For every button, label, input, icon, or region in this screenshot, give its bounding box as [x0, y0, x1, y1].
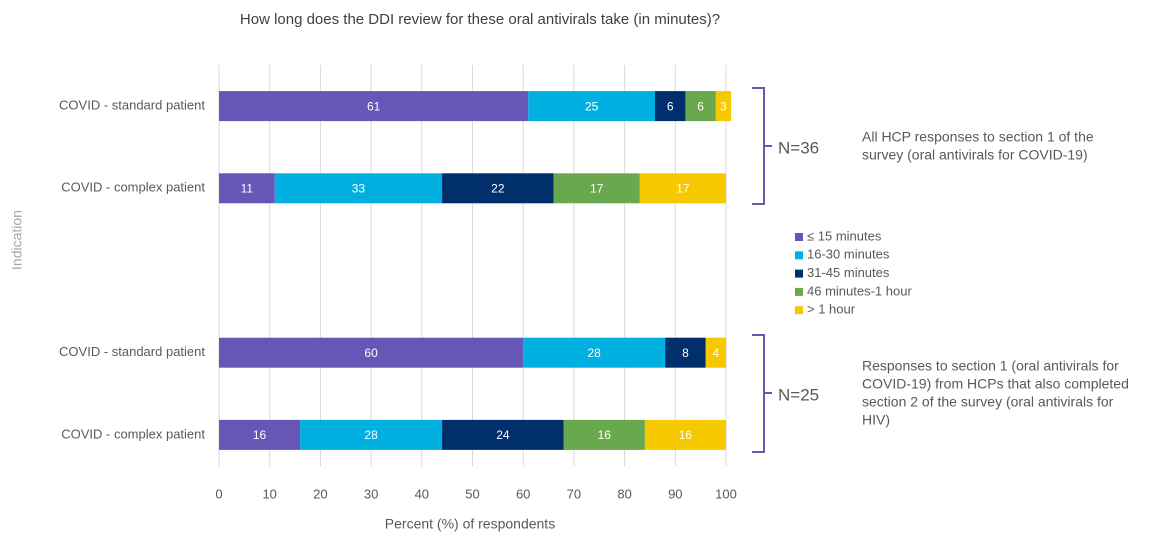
data-label: 61: [367, 99, 381, 113]
bracket: [752, 87, 772, 205]
legend-label: 31-45 minutes: [807, 265, 890, 280]
annotation-label: N=25: [778, 385, 819, 404]
y-tick-label: COVID - complex patient: [61, 180, 205, 195]
data-label: 22: [491, 181, 505, 195]
data-label: 3: [720, 99, 727, 113]
bar-segment: [553, 173, 640, 204]
data-label: 16: [679, 428, 693, 442]
bar-segment: [705, 337, 726, 368]
bar-segment: [523, 337, 666, 368]
x-tick-label: 90: [668, 486, 682, 501]
annotation-text: Responses to section 1 (oral antivirals …: [862, 358, 1119, 374]
legend-label: 16-30 minutes: [807, 247, 890, 262]
data-label: 28: [588, 346, 602, 360]
annotation-text: HIV): [862, 412, 890, 428]
chart-title: How long does the DDI review for these o…: [240, 11, 720, 28]
bar-segment: [563, 419, 645, 450]
legend-label: > 1 hour: [807, 302, 856, 317]
y-axis-label: Indication: [9, 210, 25, 270]
x-tick-label: 0: [215, 486, 222, 501]
x-tick-label: 20: [313, 486, 327, 501]
data-label: 16: [253, 428, 267, 442]
data-label: 24: [496, 428, 510, 442]
legend-swatch: [795, 233, 803, 241]
bar-segment: [644, 419, 726, 450]
legend-label: ≤ 15 minutes: [807, 228, 882, 243]
annotation-text: All HCP responses to section 1 of the: [862, 129, 1094, 145]
data-label: 6: [697, 99, 704, 113]
x-tick-label: 80: [617, 486, 631, 501]
annotation-text: survey (oral antivirals for COVID-19): [862, 147, 1088, 163]
x-tick-label: 40: [415, 486, 429, 501]
y-tick-label: COVID - standard patient: [59, 98, 205, 113]
legend-swatch: [795, 251, 803, 260]
x-axis-label: Percent (%) of respondents: [385, 516, 555, 532]
x-tick-label: 10: [262, 486, 276, 501]
annotation-text: COVID-19) from HCPs that also completed: [862, 376, 1129, 392]
y-tick-label: COVID - standard patient: [59, 344, 205, 359]
bar-segment: [655, 91, 686, 122]
annotation-label: N=36: [778, 138, 819, 157]
bar-segment: [442, 173, 554, 204]
x-tick-label: 100: [715, 486, 737, 501]
data-label: 17: [590, 181, 604, 195]
bar-segment: [219, 91, 529, 122]
legend-swatch: [795, 269, 803, 278]
bar-segment: [665, 337, 706, 368]
x-tick-label: 50: [465, 486, 479, 501]
legend-swatch: [795, 306, 803, 315]
x-tick-label: 60: [516, 486, 530, 501]
data-label: 6: [667, 99, 674, 113]
bar-segment: [219, 337, 524, 368]
bar-segment: [639, 173, 726, 204]
data-label: 8: [682, 346, 689, 360]
data-label: 25: [585, 99, 599, 113]
data-label: 4: [713, 346, 720, 360]
x-tick-label: 30: [364, 486, 378, 501]
data-label: 33: [352, 181, 366, 195]
bar-segment: [528, 91, 656, 122]
annotation-text: section 2 of the survey (oral antivirals…: [862, 394, 1114, 410]
bar-segment: [219, 419, 301, 450]
bar-segment: [685, 91, 716, 122]
data-label: 11: [241, 181, 254, 195]
bar-segment: [715, 91, 732, 122]
data-label: 28: [364, 428, 378, 442]
y-tick-label: COVID - complex patient: [61, 426, 205, 441]
bar-segment: [300, 419, 443, 450]
data-label: 60: [364, 346, 378, 360]
bracket: [752, 334, 772, 453]
bar-segment: [219, 173, 275, 204]
legend-label: 46 minutes-1 hour: [807, 283, 912, 298]
data-label: 17: [676, 181, 690, 195]
x-tick-label: 70: [567, 486, 581, 501]
bar-segment: [274, 173, 443, 204]
data-label: 16: [598, 428, 612, 442]
bar-segment: [442, 419, 564, 450]
legend-swatch: [795, 287, 803, 296]
